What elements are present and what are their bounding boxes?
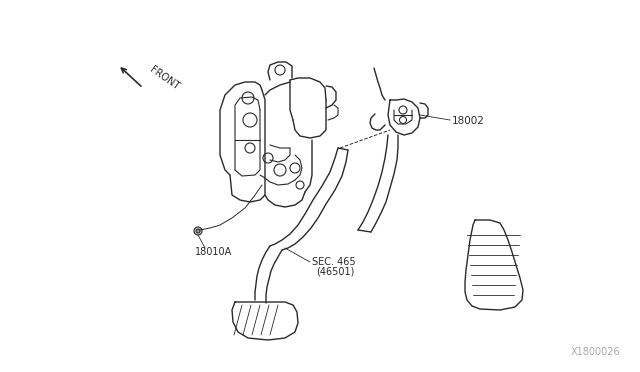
Circle shape bbox=[196, 229, 200, 233]
Text: 18010A: 18010A bbox=[195, 247, 232, 257]
Text: X1800026: X1800026 bbox=[570, 347, 620, 357]
Text: 18002: 18002 bbox=[452, 116, 485, 126]
Text: FRONT: FRONT bbox=[148, 65, 181, 92]
Text: SEC. 465: SEC. 465 bbox=[312, 257, 356, 267]
Text: (46501): (46501) bbox=[316, 267, 355, 277]
Circle shape bbox=[194, 227, 202, 235]
